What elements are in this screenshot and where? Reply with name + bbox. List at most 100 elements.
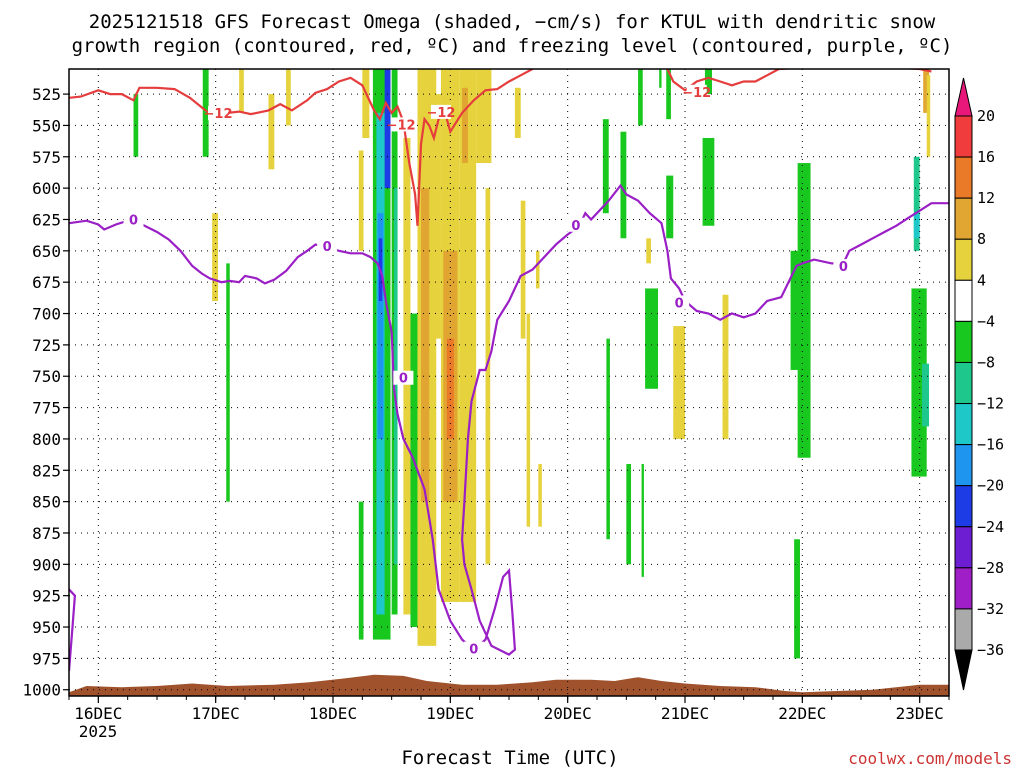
chart-title: 2025121518 GFS Forecast Omega (shaded, −… xyxy=(72,11,953,57)
x-tick-label-1: 17DEC xyxy=(192,704,240,723)
colorbar-bin-8 xyxy=(954,444,973,487)
y-tick-label-0: 525 xyxy=(32,85,61,104)
colorbar: 20 16 12 8 4 −4 −8 −12 −16 −20 −24 −28 −32 −36 xyxy=(954,77,1004,691)
omega-cell-31 xyxy=(526,313,531,527)
dendritic-contour-line-2 xyxy=(666,69,932,92)
dendritic-contour-label-bg-2 xyxy=(430,104,451,119)
omega-cell-49 xyxy=(790,250,800,370)
colorbar-top-arrow xyxy=(954,77,973,117)
x-tick-label-0: 16DEC xyxy=(74,704,122,723)
chart-title-line-1: 2025121518 GFS Forecast Omega (shaded, −… xyxy=(89,11,936,33)
freezing-level-contour-label-bg-6 xyxy=(833,259,854,274)
omega-cell-29 xyxy=(514,87,521,138)
y-tick-label-16: 925 xyxy=(32,587,61,606)
colorbar-label-2: 12 xyxy=(977,189,995,207)
omega-cell-30 xyxy=(520,200,526,339)
y-tick-label-2: 575 xyxy=(32,148,61,167)
omega-cell-9 xyxy=(358,501,364,640)
colorbar-bin-12 xyxy=(954,608,973,651)
colorbar-bottom-arrow xyxy=(954,649,973,691)
colorbar-label-0: 20 xyxy=(977,107,995,125)
freezing-level-contour-label-5: 0 xyxy=(675,296,684,311)
colorbar-label-4: 4 xyxy=(977,271,986,289)
omega-cell-20 xyxy=(421,188,430,502)
x-tick-label-6: 22DEC xyxy=(778,704,826,723)
freezing-level-contour-label-bg-3 xyxy=(463,641,484,656)
y-tick-label-9: 750 xyxy=(32,367,61,386)
omega-cell-6 xyxy=(286,69,291,126)
colorbar-label-13: −36 xyxy=(977,641,1004,659)
omega-cell-27 xyxy=(476,69,492,164)
omega-cell-44 xyxy=(666,175,674,239)
freezing-level-contour-label-bg-5 xyxy=(669,295,690,310)
omega-cell-51 xyxy=(794,539,800,659)
omega-cell-43 xyxy=(666,69,671,120)
x-axis-title: Forecast Time (UTC) xyxy=(401,747,618,768)
y-tick-label-17: 950 xyxy=(32,618,61,637)
y-axis: 525 550 575 600 625 650 675 700 725 750 775 800 825 8… xyxy=(22,85,69,700)
colorbar-label-6: −8 xyxy=(977,353,995,371)
omega-cell-47 xyxy=(704,69,712,95)
omega-cell-7 xyxy=(362,69,370,138)
grid-lines xyxy=(69,69,949,696)
colorbar-bin-9 xyxy=(954,485,973,528)
dendritic-contour-label-bg-3 xyxy=(686,84,707,99)
y-tick-label-10: 775 xyxy=(32,399,61,418)
omega-cell-45 xyxy=(673,326,685,439)
colorbar-bin-7 xyxy=(954,403,973,446)
colorbar-label-11: −28 xyxy=(977,559,1004,577)
colorbar-bin-10 xyxy=(954,526,973,569)
omega-cell-0 xyxy=(212,213,219,301)
omega-cell-4 xyxy=(239,69,244,113)
y-tick-label-7: 700 xyxy=(32,305,61,324)
y-tick-label-6: 675 xyxy=(32,273,61,292)
y-tick-label-8: 725 xyxy=(32,336,61,355)
omega-cell-38 xyxy=(638,69,643,126)
omega-cell-40 xyxy=(646,238,651,264)
x-axis: 16DEC 17DEC 18DEC 19DEC 20DEC 21DEC 22DEC 23DEC xyxy=(68,696,950,723)
omega-cell-39 xyxy=(641,464,644,577)
y-tick-label-14: 875 xyxy=(32,524,61,543)
omega-cell-46 xyxy=(702,137,715,226)
dendritic-contour-label-0: −12 xyxy=(204,107,233,122)
freezing-level-contour-label-0: 0 xyxy=(129,214,138,229)
omega-cell-5 xyxy=(268,94,275,170)
omega-cell-50 xyxy=(797,163,811,458)
colorbar-label-5: −4 xyxy=(977,312,995,330)
omega-cell-21 xyxy=(432,94,441,339)
freezing-level-contour-label-bg-2 xyxy=(393,370,414,385)
omega-cell-41 xyxy=(645,288,659,389)
dendritic-contour-label-bg-0 xyxy=(208,106,229,121)
x-tick-label-7: 23DEC xyxy=(896,704,944,723)
x-tick-label-2: 18DEC xyxy=(309,704,357,723)
freezing-level-contour-line xyxy=(69,183,949,656)
omega-cell-57 xyxy=(926,75,931,157)
colorbar-label-8: −16 xyxy=(977,436,1004,454)
y-tick-label-12: 825 xyxy=(32,461,61,480)
omega-cell-32 xyxy=(535,250,540,289)
y-tick-label-19: 1000 xyxy=(22,681,61,700)
dendritic-contour-label-bg-1 xyxy=(391,117,412,132)
omega-cell-24 xyxy=(446,338,454,439)
freezing-level-contour-label-bg-0 xyxy=(123,212,144,227)
dendritic-contour-label-2: −12 xyxy=(426,106,455,121)
omega-cell-18 xyxy=(410,313,418,628)
freezing-level-contour-label-2: 0 xyxy=(399,372,408,387)
colorbar-bin-2 xyxy=(954,197,973,240)
omega-cell-36 xyxy=(620,131,627,239)
freezing-level-contour-label-4: 0 xyxy=(571,219,580,234)
y-tick-label-4: 625 xyxy=(32,210,61,229)
freezing-level-contour-label-1: 0 xyxy=(323,240,332,255)
x-tick-label-5: 21DEC xyxy=(661,704,709,723)
x-year-label: 2025 xyxy=(79,722,118,741)
colorbar-bin-6 xyxy=(954,361,973,405)
y-tick-label-3: 600 xyxy=(32,179,61,198)
x-tick-label-3: 19DEC xyxy=(426,704,474,723)
freezing-level-contour-label-3: 0 xyxy=(469,643,478,658)
colorbar-bin-5 xyxy=(954,320,973,363)
omega-cell-8 xyxy=(358,150,364,251)
credit-text: coolwx.com/models xyxy=(848,749,1012,768)
omega-cell-48 xyxy=(722,294,729,439)
y-tick-label-13: 850 xyxy=(32,493,61,512)
